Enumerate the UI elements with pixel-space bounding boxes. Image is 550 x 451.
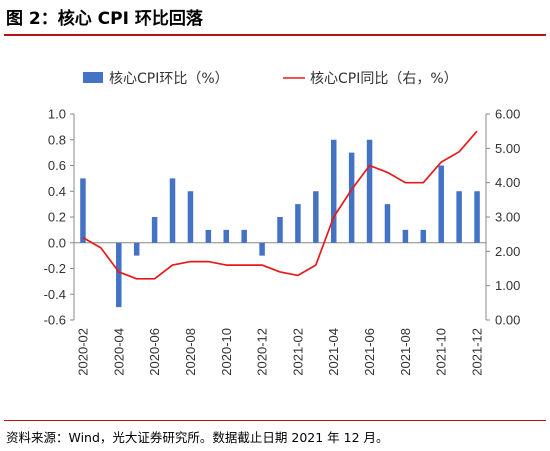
right-tick-label: 3.00	[495, 210, 520, 225]
line-series	[82, 130, 478, 280]
x-tick-label: 2021-08	[398, 328, 413, 376]
bar-2020-07	[169, 178, 176, 243]
bar-2021-01	[277, 217, 283, 243]
x-tick-label: 2020-02	[75, 328, 90, 376]
bar-2021-07	[384, 204, 391, 243]
right-tick-label: 0.00	[495, 313, 520, 328]
bar-2020-09	[205, 229, 212, 243]
x-tick-label: 2021-12	[470, 328, 485, 376]
left-tick-label: 1.0	[48, 107, 66, 122]
bar-2020-04	[116, 242, 122, 308]
left-tick-label: -0.4	[44, 287, 66, 302]
bar-2020-12	[259, 242, 265, 256]
title-rule	[4, 34, 546, 36]
bar-2020-08	[187, 191, 194, 243]
x-tick-label: 2021-02	[290, 328, 305, 376]
bar-2021-09	[420, 229, 427, 243]
bar-2020-10	[223, 229, 230, 243]
yoy-line	[82, 130, 478, 280]
bar-2021-04	[330, 139, 337, 243]
x-tick-label: 2021-06	[362, 328, 377, 376]
chart: 核心CPI环比（%） 核心CPI同比（右，%） 1.0 0.8 0.6 0.4 0.2 0…	[44, 71, 521, 376]
right-tick-label: 6.00	[495, 107, 520, 122]
x-tick-label: 2020-08	[183, 328, 198, 376]
axes: 1.0 0.8 0.6 0.4 0.2 0.0 -0.2 -0.4 -0.6 6.00 5.00 4.…	[44, 107, 521, 328]
right-tick-label: 1.00	[495, 278, 520, 293]
bar-2021-10	[438, 165, 444, 243]
right-tick-label: 4.00	[495, 175, 520, 190]
left-tick-label: 0.6	[48, 158, 66, 173]
x-tick-label: 2020-12	[255, 328, 270, 376]
left-tick-label: -0.2	[44, 261, 66, 276]
legend-line-label: 核心CPI同比（右，%）	[310, 71, 458, 87]
source-rule	[4, 420, 546, 421]
legend: 核心CPI环比（%） 核心CPI同比（右，%）	[83, 71, 458, 87]
bar-2020-05	[133, 242, 140, 256]
bar-2021-03	[313, 191, 319, 243]
bar-2021-02	[295, 204, 301, 243]
x-tick-label: 2021-04	[326, 328, 341, 376]
legend-bar-swatch	[83, 72, 103, 83]
bar-2020-11	[241, 229, 247, 243]
bar-2021-12	[474, 191, 480, 243]
left-tick-label: 0.4	[48, 184, 66, 199]
x-tick-label: 2020-04	[111, 328, 126, 376]
x-tick-label: 2020-10	[219, 328, 234, 376]
left-tick-label: 0.2	[48, 210, 66, 225]
right-tick-label: 2.00	[495, 244, 520, 259]
bar-2021-08	[402, 229, 409, 243]
bar-series	[80, 139, 480, 308]
left-tick-label: 0.0	[48, 235, 66, 250]
legend-bar-label: 核心CPI环比（%）	[109, 71, 229, 87]
left-tick-label: 0.8	[48, 132, 66, 147]
bar-2020-02	[80, 178, 86, 243]
left-tick-label: -0.6	[44, 313, 66, 328]
bar-2020-06	[151, 217, 158, 243]
x-tick-label: 2020-06	[147, 328, 162, 376]
x-tick-label: 2021-10	[434, 328, 449, 376]
bar-2021-06	[366, 139, 373, 243]
right-tick-label: 5.00	[495, 141, 520, 156]
bar-2021-11	[456, 191, 462, 243]
x-tick-labels: 2020-02 2020-04 2020-06 2020-08 2020-10 2020-…	[75, 328, 484, 376]
figure-title: 图 2：核心 CPI 环比回落	[6, 9, 203, 29]
source-note: 资料来源：Wind，光大证券研究所。数据截止日期 2021 年 12 月。	[6, 430, 389, 445]
bar-2021-05	[348, 152, 355, 243]
